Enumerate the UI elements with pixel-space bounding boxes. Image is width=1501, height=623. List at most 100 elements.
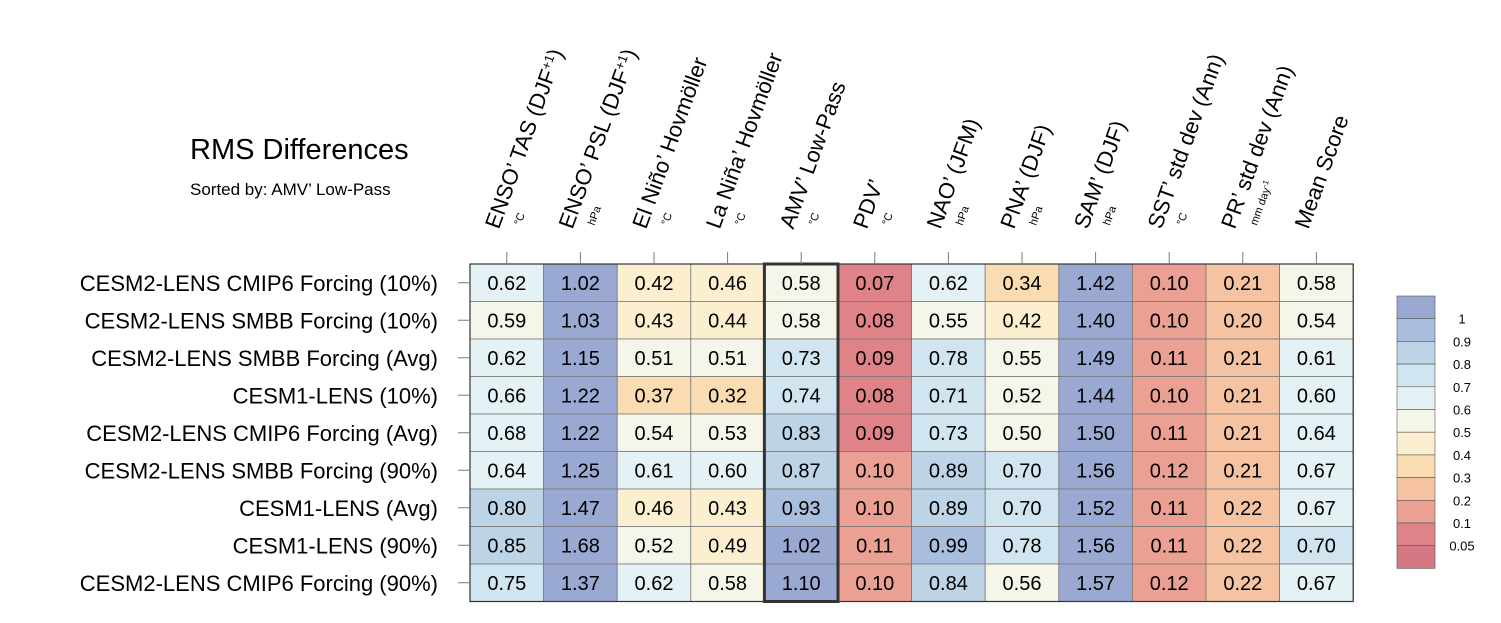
heatmap-cell — [984, 526, 1060, 565]
cell-value-label: 0.10 — [1150, 273, 1189, 295]
chart-subtitle: Sorted by: AMV’ Low-Pass — [190, 180, 391, 199]
cell-value-label: 0.11 — [856, 535, 893, 557]
column-unit-label: hPa — [586, 204, 604, 227]
cell-value-label: 1.50 — [1076, 423, 1115, 445]
cell-value-label: 0.12 — [1150, 460, 1189, 482]
heatmap-cell — [1205, 526, 1280, 565]
colorbar-band — [1396, 499, 1436, 524]
cell-value-label: 0.32 — [708, 385, 747, 407]
colorbar-tick-label: 0.7 — [1453, 380, 1471, 395]
cell-value-label: 1.49 — [1076, 348, 1115, 370]
heatmap-cell — [616, 413, 692, 452]
chart-title: RMS Differences — [190, 134, 409, 166]
cell-value-label: 0.64 — [1297, 423, 1336, 445]
colorbar-tick-label: 0.6 — [1453, 403, 1471, 418]
cell-value-label: 0.10 — [855, 498, 894, 520]
colorbar-tick-label: 0.1 — [1453, 516, 1471, 531]
heatmap-cell — [1058, 451, 1133, 490]
heatmap-cell — [1132, 451, 1207, 490]
cell-value-label: 0.51 — [635, 348, 674, 370]
cell-value-label: 0.68 — [487, 423, 526, 445]
cell-value-label: 0.21 — [1223, 273, 1262, 295]
heatmap-cell — [1132, 488, 1207, 527]
heatmap-cell — [690, 301, 765, 340]
colorbar-tick-label: 0.05 — [1449, 539, 1474, 554]
heatmap-cell — [1279, 563, 1354, 602]
row-label: CESM2-LENS CMIP6 Forcing (10%) — [80, 271, 438, 296]
heatmap-cell — [911, 301, 986, 340]
heatmap-cell — [543, 526, 618, 565]
cell-value-label: 1.42 — [1076, 273, 1115, 295]
cell-value-label: 0.21 — [1223, 423, 1262, 445]
cell-value-label: 0.67 — [1297, 498, 1336, 520]
heatmap-cell — [543, 301, 618, 340]
heatmap-cell — [543, 488, 618, 527]
cell-value-label: 0.53 — [708, 423, 747, 445]
cell-value-label: 0.43 — [708, 498, 747, 520]
heatmap-cell — [1058, 526, 1133, 565]
heatmap-cell — [1279, 301, 1354, 340]
cell-value-label: 1.22 — [561, 385, 600, 407]
cell-value-label: 0.08 — [855, 310, 894, 332]
colorbar-band — [1396, 363, 1436, 388]
cell-value-label: 0.71 — [929, 385, 968, 407]
heatmap-cell — [543, 451, 618, 490]
column-label: ENSO’ TAS (DJF+1) — [480, 45, 568, 231]
heatmap-cell — [1132, 563, 1207, 602]
cell-value-label: 0.74 — [782, 385, 821, 407]
cell-value-label: 0.62 — [635, 573, 674, 595]
heatmap-cell — [1132, 338, 1207, 377]
heatmap-cell — [911, 338, 986, 377]
cell-value-label: 0.66 — [487, 385, 526, 407]
cell-value-label: 0.54 — [1297, 310, 1336, 332]
cell-value-label: 0.75 — [487, 573, 526, 595]
cell-value-label: 0.22 — [1223, 573, 1262, 595]
colorbar-tick-label: 0.5 — [1453, 425, 1471, 440]
heatmap-cell — [690, 451, 765, 490]
column-unit-label: °C — [807, 211, 823, 227]
heatmap-cell — [1058, 263, 1133, 302]
cell-value-label: 0.87 — [782, 460, 821, 482]
heatmap-cell — [1205, 301, 1280, 340]
heatmap-cell — [764, 301, 839, 340]
column-label: NAO’ (JFM) — [922, 115, 985, 232]
heatmap-cell — [1279, 376, 1354, 415]
cell-value-label: 0.58 — [782, 273, 821, 295]
cell-value-label: 0.46 — [708, 273, 747, 295]
heatmap-cell — [616, 338, 692, 377]
heatmap-cell — [1058, 413, 1133, 452]
cell-value-label: 1.10 — [782, 573, 821, 595]
heatmap-cell — [984, 563, 1060, 602]
cell-value-label: 0.59 — [487, 310, 526, 332]
heatmap-cell — [1132, 263, 1207, 302]
colorbar-band — [1396, 431, 1436, 456]
colorbar-band — [1396, 454, 1436, 478]
heatmap-cell — [911, 488, 986, 527]
cell-value-label: 0.43 — [635, 310, 674, 332]
column-unit-label: °C — [880, 211, 896, 227]
column-label: SST’ std dev (Ann) — [1142, 50, 1228, 231]
heatmap-cell — [837, 301, 912, 340]
cell-value-label: 0.55 — [1003, 348, 1042, 370]
column-label: AMV’ Low-Pass — [774, 78, 850, 232]
cell-value-label: 0.50 — [1003, 423, 1042, 445]
heatmap-cell — [1279, 526, 1354, 565]
column-unit-label: hPa — [1028, 204, 1046, 227]
heatmap-cell — [543, 563, 618, 602]
row-label: CESM2-LENS SMBB Forcing (Avg) — [91, 346, 438, 371]
heatmap-cell — [543, 338, 618, 377]
heatmap-cell — [984, 413, 1060, 452]
cell-value-label: 1.52 — [1076, 498, 1115, 520]
cell-value-label: 0.09 — [855, 348, 894, 370]
heatmap-cell — [1205, 488, 1280, 527]
cell-value-label: 0.70 — [1003, 460, 1042, 482]
cell-value-label: 1.02 — [561, 273, 600, 295]
cell-value-label: 0.67 — [1297, 460, 1336, 482]
row-label: CESM2-LENS CMIP6 Forcing (Avg) — [86, 421, 438, 446]
cell-value-label: 0.34 — [1003, 273, 1042, 295]
heatmap-cell — [690, 526, 765, 565]
colorbar-tick-label: 0.2 — [1453, 493, 1471, 508]
cell-value-label: 1.03 — [561, 310, 600, 332]
heatmap-cell — [616, 301, 692, 340]
cell-value-label: 0.10 — [855, 573, 894, 595]
